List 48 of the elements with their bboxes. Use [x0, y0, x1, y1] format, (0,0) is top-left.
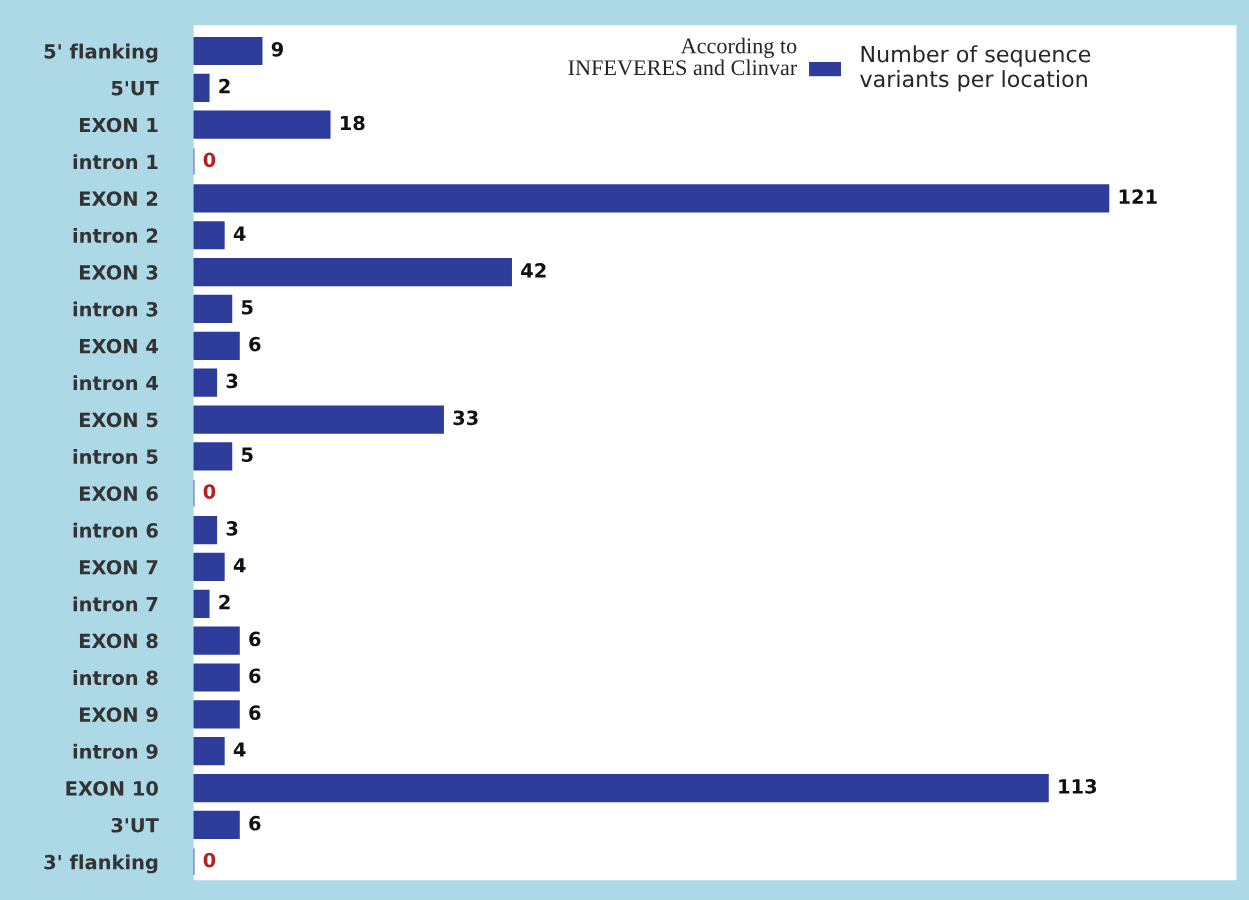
y-tick-label: intron 9	[73, 743, 158, 759]
y-tick-label: EXON 3	[79, 265, 158, 280]
y-tick-label: intron 8	[73, 670, 158, 686]
data-label: 3	[226, 373, 238, 389]
data-label: 33	[453, 410, 478, 426]
legend-label: Number of sequence variants per location	[860, 45, 1091, 92]
y-tick-label: intron 2	[73, 227, 158, 243]
data-label: 42	[521, 263, 546, 278]
data-label: 5	[241, 447, 253, 463]
y-tick-label: EXON 10	[66, 781, 158, 796]
data-label: 0	[203, 852, 216, 868]
y-tick-label: EXON 9	[79, 707, 158, 723]
data-label: 9	[271, 41, 283, 57]
data-label: 6	[249, 705, 261, 720]
y-tick-label: intron 7	[73, 596, 158, 612]
y-tick-label: intron 3	[73, 301, 158, 317]
y-tick-label: EXON 6	[79, 486, 158, 501]
y-tick-label: intron 5	[73, 449, 158, 465]
y-tick-label: 5'UT	[111, 81, 159, 96]
y-tick-label: EXON 1	[79, 117, 158, 133]
data-label: 3	[226, 521, 238, 536]
y-tick-label: intron 1	[73, 154, 158, 170]
data-label: 2	[219, 594, 230, 610]
data-label: 6	[249, 631, 261, 647]
y-tick-label: EXON 2	[79, 191, 158, 207]
data-label: 0	[203, 152, 216, 168]
annotation: According to INFEVERES and Clinvar	[568, 37, 798, 76]
data-label: 121	[1119, 189, 1157, 204]
y-tick-label: 3' flanking	[44, 854, 158, 874]
y-tick-label: intron 4	[73, 375, 158, 391]
data-label: 4	[233, 558, 246, 573]
y-tick-label: 3'UT	[111, 817, 159, 833]
y-tick-label: EXON 5	[79, 412, 158, 428]
data-label: 113	[1059, 779, 1097, 794]
data-label: 18	[340, 115, 365, 131]
y-tick-label: EXON 4	[79, 338, 158, 354]
data-label: 6	[249, 815, 261, 831]
data-label: 4	[233, 742, 246, 757]
data-label: 5	[241, 300, 253, 315]
y-tick-label: EXON 8	[79, 633, 158, 649]
y-tick-label: EXON 7	[79, 559, 158, 575]
data-label: 0	[203, 484, 216, 499]
data-label: 4	[233, 226, 246, 241]
data-label: 6	[249, 668, 261, 684]
y-tick-label: 5' flanking	[44, 43, 158, 63]
data-label: 6	[249, 336, 261, 352]
y-tick-label: intron 6	[73, 522, 158, 538]
data-label: 2	[219, 78, 230, 94]
